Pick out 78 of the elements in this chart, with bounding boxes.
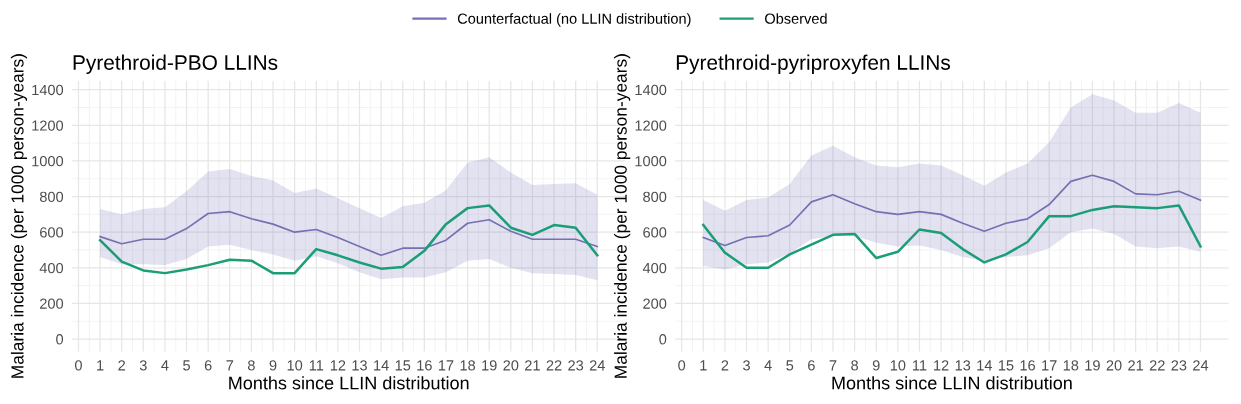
x-tick-label: 13	[352, 360, 367, 371]
x-tick-label: 5	[183, 360, 190, 371]
x-tick-label: 1	[700, 360, 707, 371]
x-tick-label: 22	[1149, 360, 1165, 371]
chart-title: Pyrethroid-pyriproxyfen LLINs	[676, 54, 951, 75]
y-tick-label: 400	[642, 262, 667, 274]
x-tick-label: 24	[1193, 360, 1209, 371]
x-tick-label: 7	[829, 360, 837, 371]
x-axis-title: Months since LLIN distribution	[229, 376, 469, 390]
y-tick-label: 600	[40, 227, 64, 238]
y-tick-label: 1400	[635, 84, 667, 96]
x-tick-label: 15	[998, 360, 1014, 371]
x-tick-label: 17	[438, 360, 454, 371]
y-tick-label: 1200	[32, 120, 64, 131]
legend-label: Observed	[765, 13, 827, 24]
x-tick-label: 2	[721, 360, 729, 371]
y-tick-label: 200	[643, 298, 667, 309]
y-tick-label: 1400	[32, 84, 64, 96]
x-axis-title: Months since LLIN distribution	[832, 376, 1072, 390]
x-tick-label: 6	[204, 360, 212, 371]
x-tick-label: 2	[118, 360, 126, 371]
x-tick-label: 10	[287, 360, 303, 371]
y-tick-label: 1200	[635, 120, 667, 131]
x-tick-label: 24	[589, 360, 605, 371]
y-tick-label: 600	[643, 227, 667, 238]
x-tick-label: 3	[743, 360, 750, 371]
x-tick-label: 16	[417, 360, 432, 371]
y-tick-label: 800	[39, 191, 64, 202]
line-series	[99, 210, 599, 257]
x-tick-label: 8	[851, 360, 859, 371]
y-axis-title: Malaria incidence (per 1000 person-years)	[614, 54, 631, 378]
x-tick-label: 9	[269, 360, 277, 371]
x-tick-label: 18	[1063, 360, 1079, 371]
x-tick-label: 3	[139, 360, 147, 371]
y-tick-label: 400	[39, 262, 64, 274]
x-tick-label: 16	[1020, 360, 1036, 371]
y-tick-label: 800	[643, 191, 667, 202]
x-tick-label: 5	[786, 360, 794, 371]
y-axis-title: Malaria incidence (per 1000 person-years)	[10, 54, 28, 378]
x-tick-label: 19	[482, 360, 497, 371]
x-tick-label: 13	[955, 360, 971, 371]
x-tick-label: 15	[395, 360, 411, 371]
y-tick-label: 1000	[635, 156, 667, 167]
x-tick-label: 14	[374, 360, 389, 371]
y-tick-label: 1000	[32, 156, 64, 167]
x-tick-label: 10	[890, 360, 906, 371]
x-tick-label: 6	[808, 360, 815, 371]
x-tick-label: 9	[872, 360, 880, 371]
legend-label: Counterfactual (no LLIN distribution)	[457, 13, 691, 27]
x-tick-label: 4	[161, 360, 169, 371]
x-tick-label: 0	[74, 360, 82, 371]
x-tick-label: 20	[1106, 360, 1122, 371]
x-tick-label: 7	[226, 360, 234, 371]
x-tick-label: 22	[546, 360, 562, 371]
y-tick-label: 200	[40, 298, 64, 309]
chart-title: Pyrethroid-PBO LLINs	[73, 54, 278, 75]
x-tick-label: 11	[913, 360, 927, 371]
x-tick-label: 11	[309, 360, 324, 371]
line-series	[98, 204, 599, 275]
x-tick-label: 17	[1042, 360, 1057, 371]
x-tick-label: 19	[1085, 360, 1100, 371]
x-tick-label: 23	[568, 360, 584, 371]
x-tick-label: 12	[934, 360, 949, 371]
x-tick-label: 4	[764, 360, 772, 371]
x-tick-label: 0	[678, 360, 686, 371]
x-tick-label: 18	[460, 360, 476, 371]
x-tick-label: 1	[97, 360, 104, 371]
x-tick-label: 12	[330, 360, 346, 371]
x-tick-label: 23	[1171, 360, 1187, 371]
x-tick-label: 8	[247, 360, 255, 371]
y-tick-label: 0	[56, 334, 64, 345]
x-tick-label: 14	[977, 360, 992, 371]
x-tick-label: 21	[525, 360, 540, 371]
x-tick-label: 20	[503, 360, 519, 371]
y-tick-label: 0	[659, 334, 667, 345]
line-series	[702, 174, 1202, 247]
x-tick-label: 21	[1128, 360, 1144, 371]
line-series	[702, 204, 1202, 270]
